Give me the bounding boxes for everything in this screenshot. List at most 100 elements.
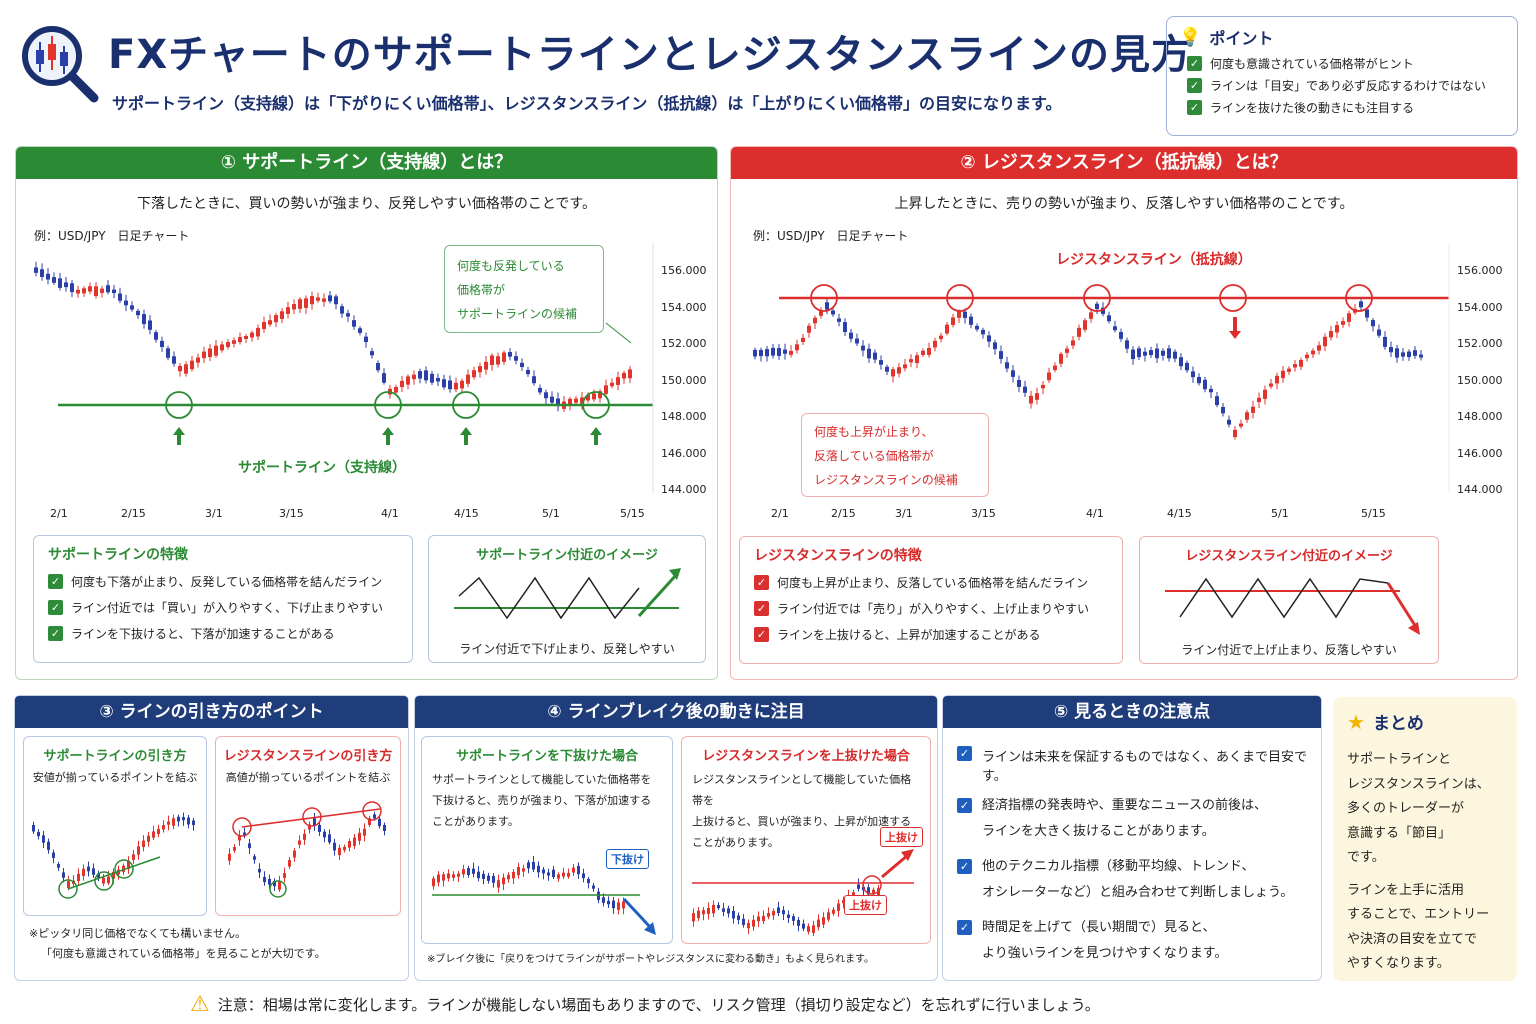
caution-item: ✓ 他のテクニカル指標（移動平均線、トレンド、 オシレーターなど）と組み合わせて判断… [957, 859, 1321, 906]
candle-body [1029, 395, 1033, 404]
x-tick: 4/15 [454, 507, 479, 520]
candle-body [178, 365, 182, 372]
candle-body [867, 348, 871, 359]
candle-body [1263, 389, 1267, 399]
candle-body [274, 315, 278, 323]
candle-body [975, 325, 979, 330]
candle-body [827, 912, 830, 920]
candle-body [1299, 359, 1303, 367]
summary-box: ★ まとめ サポートラインと レジスタンスラインは、 多くのトレーダーが 意識す… [1333, 697, 1517, 981]
candle-body [383, 824, 386, 831]
section-line-drawing: ③ ラインの引き方のポイント サポートラインの引き方 安値が揃っているポイントを… [14, 695, 409, 981]
candle-body [107, 876, 110, 884]
candle-body [795, 344, 799, 351]
candle-body [1317, 345, 1321, 351]
y-tick: 152.000 [1457, 337, 1503, 350]
candle-body [280, 311, 284, 319]
candle-body [394, 386, 398, 393]
candle-body [323, 831, 326, 838]
resistance-break-box: レジスタンスラインを上抜けた場合 レジスタンスラインとして機能していた価格帯を … [681, 736, 931, 944]
support-drawing-diagram [32, 812, 195, 899]
candle-body [753, 349, 757, 357]
candle-body [1293, 364, 1297, 368]
check-icon: ✓ [754, 575, 769, 590]
desc-line: レジスタンスラインとして機能していた価格帯を [692, 773, 912, 807]
candle-body [817, 919, 820, 928]
section3-note2: 「何度も意識されている価格帯」を見ることが大切です。 [41, 947, 326, 960]
candle-body [288, 860, 291, 867]
candle-body [1389, 347, 1393, 353]
x-tick: 2/15 [831, 507, 856, 520]
candle-body [184, 364, 188, 374]
candle-body [747, 922, 750, 929]
candle-body [891, 369, 895, 377]
candle-body [82, 868, 85, 876]
support-heading: ① サポートライン（支持線）とは？ [16, 147, 717, 179]
candle-body [822, 917, 825, 925]
summary-line: 多くのトレーダーが [1347, 801, 1465, 816]
candle-body [192, 820, 195, 826]
support-image-title: サポートライン付近のイメージ [476, 548, 658, 563]
candle-body [592, 393, 596, 400]
candle-body [442, 874, 445, 881]
candle-body [587, 878, 590, 884]
support-features: サポートラインの特徴 ✓ 何度も下落が止まり、反発している価格帯を結んだライン ✓… [33, 535, 413, 663]
candle-body [987, 335, 991, 342]
candle-body [1221, 406, 1225, 414]
candle-body [508, 352, 512, 357]
desc-line: ことがあります。 [432, 814, 519, 828]
candle-body [348, 841, 351, 848]
candle-body [1089, 312, 1093, 319]
summary-line: 意識する「節目」 [1347, 825, 1452, 841]
candle-body [52, 852, 55, 858]
candle-body [527, 862, 530, 869]
resistance-image-diagram [1165, 577, 1420, 635]
candle-body [1071, 340, 1075, 346]
candle-body [1377, 329, 1381, 336]
candle-body [825, 302, 829, 310]
candle-body [1311, 350, 1315, 355]
candle-body [772, 911, 775, 916]
candle-body [208, 348, 212, 358]
candle-body [147, 835, 150, 842]
candle-body [442, 379, 446, 388]
candle-body [94, 286, 98, 297]
support-break-title: サポートラインを下抜けた場合 [455, 749, 638, 764]
candle-body [801, 337, 805, 343]
candle-body [572, 867, 575, 873]
candle-body [807, 325, 811, 333]
candle-body [526, 369, 530, 375]
candle-body [182, 817, 185, 821]
candle-body [232, 340, 236, 344]
candle-body [88, 286, 92, 292]
candle-body [1335, 325, 1339, 333]
break-down-tag: 下抜け [606, 849, 649, 869]
callout-line: 価格帯が [457, 283, 506, 297]
support-chart [34, 243, 654, 493]
candle-body [346, 313, 350, 317]
resistance-panel: ② レジスタンスライン（抵抗線）とは？ 上昇したときに、売りの勢いが強まり、反落… [730, 146, 1518, 680]
y-tick: 156.000 [661, 264, 707, 277]
candle-body [322, 298, 326, 302]
support-yaxis: 156.000 154.000 152.000 150.000 148.000 … [661, 253, 707, 509]
caution-line: ラインを大きく抜けることがあります。 [982, 824, 1215, 839]
caution-line: 他のテクニカル指標（移動平均線、トレンド、 [982, 859, 1255, 874]
candle-body [148, 320, 152, 330]
desc-line: サポートラインとして機能していた価格帯を [432, 773, 652, 786]
callout-line: サポートラインの候補 [457, 307, 578, 321]
candle-body [137, 846, 140, 855]
candle-body [400, 380, 404, 388]
y-tick: 154.000 [1457, 300, 1503, 314]
resistance-break-desc: レジスタンスラインとして機能していた価格帯を 上抜けると、買いが強まり、上昇が加… [682, 764, 930, 860]
candle-body [999, 351, 1003, 359]
candle-body [849, 332, 853, 339]
candle-body [1077, 327, 1081, 337]
candle-body [857, 884, 860, 889]
support-features-title: サポートラインの特徴 [48, 547, 188, 563]
points-item: ラインは「目安」であり必ず反応するわけではない [1210, 79, 1486, 93]
check-icon: ✓ [1187, 100, 1202, 115]
candle-body [142, 840, 145, 847]
candle-body [939, 335, 943, 340]
support-image-diagram [454, 568, 681, 620]
candle-body [544, 392, 548, 399]
